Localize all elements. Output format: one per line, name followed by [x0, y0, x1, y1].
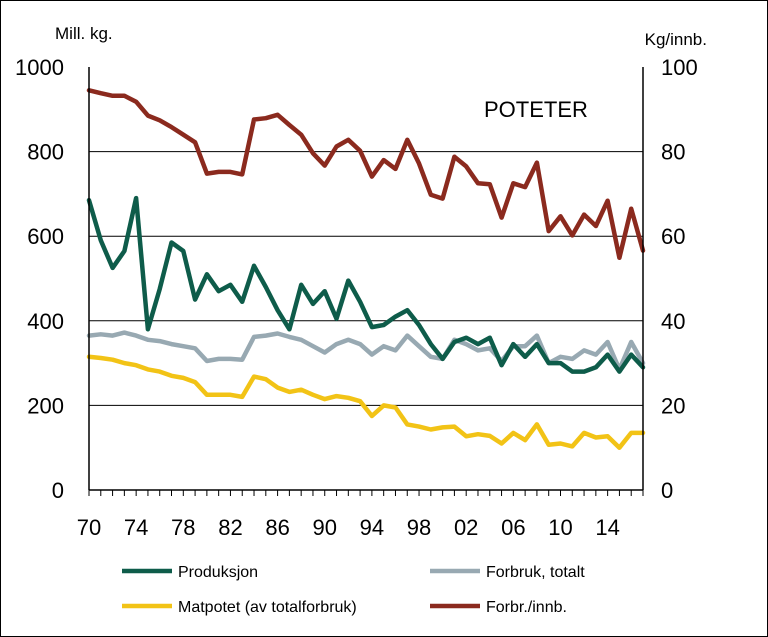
- y-left-tick-label: 200: [27, 393, 64, 418]
- series-line: [86, 195, 646, 374]
- legend-label: Forbruk, totalt: [486, 564, 585, 581]
- y-left-tick-label: 400: [27, 309, 64, 334]
- y-right-tick-label: 40: [661, 309, 685, 334]
- y-left-tick-label: 0: [52, 478, 64, 503]
- x-tick-label: 02: [454, 515, 478, 540]
- y-left-tick-label: 800: [27, 140, 64, 165]
- x-tick-labels: 70 74 78 82 86 90 94 98 02 06 10 14: [77, 515, 620, 540]
- legend-label: Produksjon: [178, 564, 258, 581]
- y-right-tick-label: 100: [661, 55, 698, 80]
- y-right-tick-label: 60: [661, 224, 685, 249]
- y-right-tick-label: 0: [661, 478, 673, 503]
- series-lines: [86, 88, 646, 450]
- legend-label: Forbr./innb.: [486, 599, 567, 616]
- chart-title: POTETER: [484, 97, 588, 122]
- series-line: [86, 354, 646, 450]
- legend-label: Matpotet (av totalforbruk): [178, 599, 357, 616]
- y-right-tick-label: 80: [661, 140, 685, 165]
- x-tick-label: 98: [407, 515, 431, 540]
- y-right-tick-label: 20: [661, 393, 685, 418]
- left-axis-label: Mill. kg.: [55, 24, 113, 43]
- x-tick-label: 82: [218, 515, 242, 540]
- x-tick-label: 70: [77, 515, 101, 540]
- gridlines: [89, 151, 643, 406]
- x-tick-label: 94: [360, 515, 384, 540]
- x-tick-label: 14: [595, 515, 619, 540]
- x-tick-label: 74: [124, 515, 148, 540]
- x-tick-label: 90: [313, 515, 337, 540]
- x-tick-label: 86: [265, 515, 289, 540]
- y-tick-labels: 0 200 400 600 800 1000 0 20 40 60 80 100: [15, 55, 698, 503]
- series-line: [86, 88, 646, 261]
- x-tick-label: 78: [171, 515, 195, 540]
- x-tick-label: 10: [548, 515, 572, 540]
- y-left-tick-label: 1000: [15, 55, 64, 80]
- right-axis-label: Kg/innb.: [645, 30, 707, 49]
- x-tick-label: 06: [501, 515, 525, 540]
- y-left-tick-label: 600: [27, 224, 64, 249]
- legend: Produksjon Forbruk, totalt Matpotet (av to…: [122, 564, 585, 616]
- x-ticks: [88, 490, 644, 496]
